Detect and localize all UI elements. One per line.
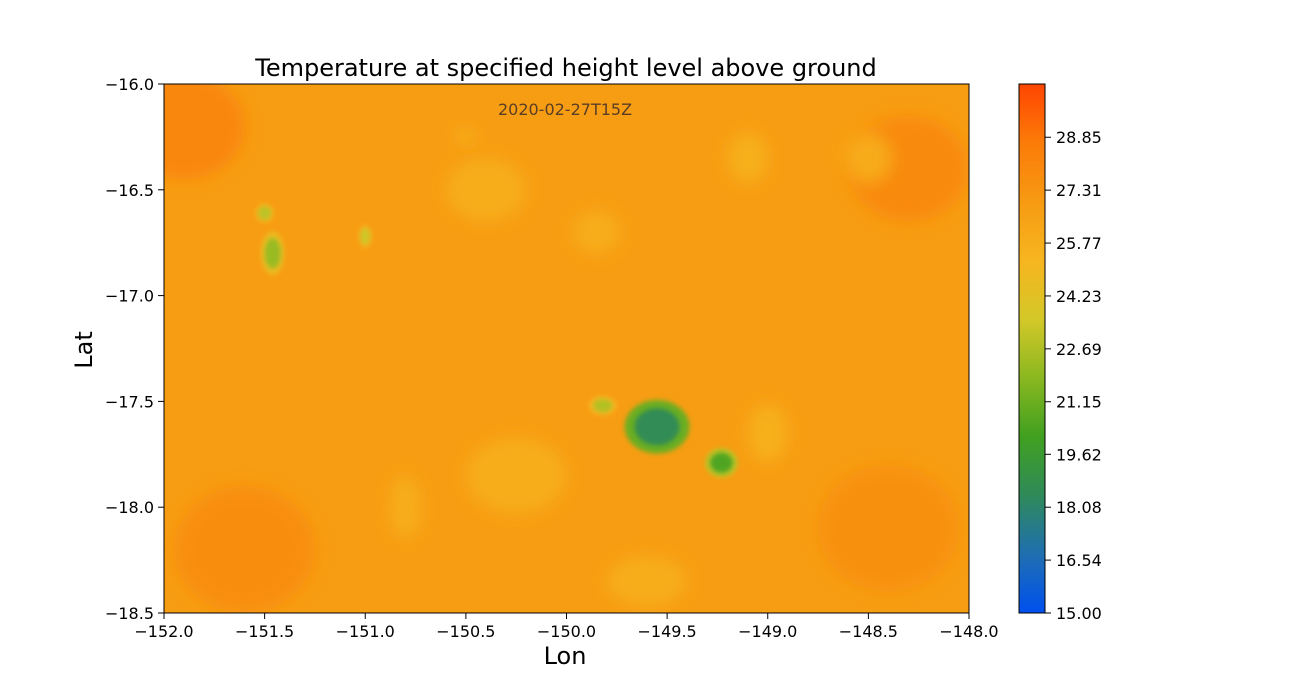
colorbar-tick-label: 24.23 bbox=[1056, 287, 1102, 306]
temperature-patch bbox=[606, 555, 688, 607]
x-tick-label: −150.5 bbox=[436, 622, 495, 641]
x-tick-label: −151.0 bbox=[336, 622, 395, 641]
colorbar: 15.00 16.54 18.08 19.62 21.15 22.69 24.23 25.77… bbox=[1018, 83, 1102, 623]
y-tick-label: −16.0 bbox=[105, 75, 154, 94]
temperature-patch bbox=[747, 403, 788, 463]
x-axis-ticks: −152.0 −151.5 −151.0 −150.5 −150.0 −149.5 −149… bbox=[134, 613, 999, 641]
temperature-patch bbox=[727, 132, 768, 184]
x-tick-label: −149.0 bbox=[738, 622, 797, 641]
colorbar-tick-label: 28.85 bbox=[1056, 128, 1102, 147]
temperature-patch bbox=[844, 132, 893, 184]
temperature-patch bbox=[445, 158, 527, 222]
x-axis-label: Lon bbox=[544, 642, 587, 670]
temperature-patches bbox=[164, 84, 969, 613]
island-west-3 bbox=[360, 227, 371, 245]
colorbar-tick-label: 16.54 bbox=[1056, 551, 1102, 570]
temperature-patch bbox=[572, 210, 621, 254]
y-axis-label: Lat bbox=[70, 331, 98, 369]
y-tick-label: −18.0 bbox=[105, 498, 154, 517]
island-west-2 bbox=[258, 206, 272, 220]
y-tick-label: −18.5 bbox=[105, 604, 154, 623]
x-tick-label: −152.0 bbox=[134, 622, 193, 641]
island-west-1 bbox=[264, 238, 281, 269]
x-tick-label: −149.5 bbox=[638, 622, 697, 641]
island-middle bbox=[593, 398, 613, 413]
x-tick-label: −151.5 bbox=[235, 622, 294, 641]
colorbar-tick-label: 25.77 bbox=[1056, 234, 1102, 253]
colorbar-tick-label: 27.31 bbox=[1056, 181, 1102, 200]
y-tick-label: −16.5 bbox=[105, 181, 154, 200]
temperature-patch bbox=[455, 128, 476, 146]
heatmap-plot-area bbox=[164, 84, 969, 613]
island-small-east bbox=[710, 452, 733, 473]
y-tick-label: −17.5 bbox=[105, 392, 154, 411]
x-tick-label: −150.0 bbox=[537, 622, 596, 641]
colorbar-tick-label: 18.08 bbox=[1056, 498, 1102, 517]
temperature-patch bbox=[818, 464, 959, 592]
x-tick-label: −148.5 bbox=[839, 622, 898, 641]
x-tick-label: −148.0 bbox=[939, 622, 998, 641]
timestamp-annotation: 2020-02-27T15Z bbox=[498, 100, 632, 119]
colorbar-gradient-bar bbox=[1018, 83, 1046, 614]
temperature-patch bbox=[389, 475, 422, 539]
y-axis-ticks: −16.0 −16.5 −17.0 −17.5 −18.0 −18.5 bbox=[105, 75, 164, 623]
temperature-patch bbox=[174, 486, 315, 613]
island-large bbox=[634, 408, 680, 446]
temperature-patch bbox=[164, 84, 245, 180]
colorbar-tick-label: 15.00 bbox=[1056, 604, 1102, 623]
y-tick-label: −17.0 bbox=[105, 287, 154, 306]
island-features bbox=[255, 203, 738, 478]
temperature-patch bbox=[465, 437, 567, 514]
colorbar-tick-label: 22.69 bbox=[1056, 340, 1102, 359]
colorbar-tick-label: 19.62 bbox=[1056, 445, 1102, 464]
colorbar-tick-label: 21.15 bbox=[1056, 393, 1102, 412]
chart-title: Temperature at specified height level ab… bbox=[254, 54, 876, 82]
colorbar-ticks: 15.00 16.54 18.08 19.62 21.15 22.69 24.23 25.77… bbox=[1045, 128, 1102, 623]
